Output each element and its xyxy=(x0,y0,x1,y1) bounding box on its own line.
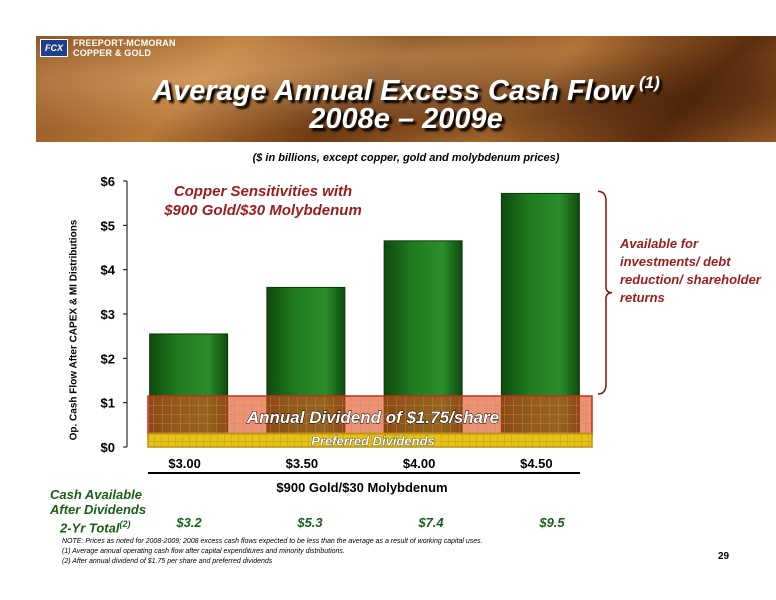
sensitivity-label: Copper Sensitivities with $900 Gold/$30 … xyxy=(164,183,362,219)
y-tick-label: $3 xyxy=(101,307,115,322)
cash-value-4: $9.5 xyxy=(539,515,565,530)
footnote-note: NOTE: Prices as noted for 2008-2009; 200… xyxy=(62,538,483,545)
y-tick-label: $2 xyxy=(101,351,115,366)
cash-available-label: Cash Available After Dividends 2-Yr Tota… xyxy=(50,487,147,536)
cash-value-3: $7.4 xyxy=(418,515,444,530)
company-logo: FCX FREEPORT-MCMORAN COPPER & GOLD xyxy=(40,38,176,58)
y-axis-title: Op. Cash Flow After CAPEX & MI Distribut… xyxy=(68,219,80,441)
footnote-1: (1) Average annual operating cash flow a… xyxy=(62,548,345,555)
logo-icon: FCX xyxy=(40,39,68,57)
footnotes: NOTE: Prices as noted for 2008-2009; 200… xyxy=(62,537,483,567)
footnote-2: (2) After annual dividend of $1.75 per s… xyxy=(62,558,273,565)
x-tick-label: $4.50 xyxy=(520,456,553,471)
y-tick-label: $0 xyxy=(101,440,115,455)
header-banner xyxy=(36,36,776,142)
x-axis-title: $900 Gold/$30 Molybdenum xyxy=(276,480,448,495)
logo-line-2: COPPER & GOLD xyxy=(73,48,152,58)
bracket-icon xyxy=(597,190,613,395)
cash-value-2: $5.3 xyxy=(297,515,323,530)
logo-line-1: FREEPORT-MCMORAN xyxy=(73,38,176,48)
page-number: 29 xyxy=(718,551,730,562)
available-annotation: Available for investments/ debt reductio… xyxy=(620,236,761,305)
x-tick-label: $3.00 xyxy=(168,456,201,471)
cash-value-1: $3.2 xyxy=(176,515,202,530)
y-tick-label: $1 xyxy=(101,396,115,411)
page-subtitle: ($ in billions, except copper, gold and … xyxy=(252,152,560,164)
page-title: Average Annual Excess Cash Flow (1) xyxy=(152,73,660,107)
y-tick-label: $6 xyxy=(101,174,115,189)
dividend-band-label: Annual Dividend of $1.75/share xyxy=(246,408,499,427)
y-tick-label: $5 xyxy=(101,218,115,233)
y-tick-label: $4 xyxy=(101,263,116,278)
x-tick-label: $4.00 xyxy=(403,456,436,471)
page-title-years: 2008e – 2009e xyxy=(309,103,503,135)
x-tick-label: $3.50 xyxy=(286,456,319,471)
preferred-dividend-band xyxy=(147,432,593,448)
preferred-band-label: Preferred Dividends xyxy=(311,433,435,448)
title-footnote-marker: (1) xyxy=(639,73,660,92)
